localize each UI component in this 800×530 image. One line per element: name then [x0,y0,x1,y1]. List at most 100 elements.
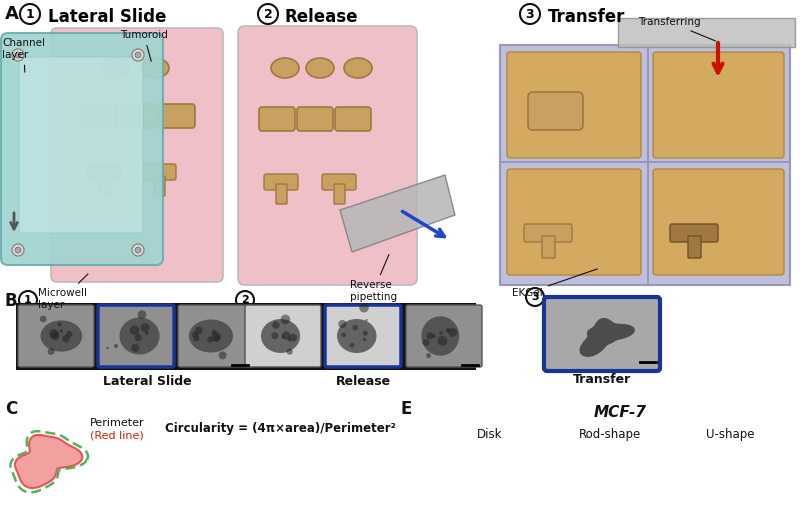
Text: (Red line): (Red line) [90,430,144,440]
Polygon shape [15,435,82,488]
Circle shape [439,331,442,335]
Text: C: C [5,400,18,418]
Text: EKGel: EKGel [512,269,598,298]
Ellipse shape [306,58,334,78]
Circle shape [431,334,435,338]
FancyBboxPatch shape [653,169,784,275]
FancyBboxPatch shape [297,107,333,131]
Circle shape [359,303,369,313]
FancyBboxPatch shape [81,104,117,128]
Circle shape [145,331,149,335]
Circle shape [426,353,431,358]
Polygon shape [500,45,790,285]
FancyBboxPatch shape [238,26,417,285]
Circle shape [352,325,358,330]
Circle shape [138,310,146,319]
FancyBboxPatch shape [98,305,174,367]
FancyBboxPatch shape [121,104,157,128]
Circle shape [271,332,278,339]
Circle shape [62,335,70,342]
Circle shape [272,321,280,329]
Circle shape [135,52,141,58]
Circle shape [132,49,144,61]
FancyBboxPatch shape [51,28,223,282]
Circle shape [130,325,139,335]
FancyBboxPatch shape [544,297,660,371]
FancyBboxPatch shape [1,33,163,265]
Ellipse shape [189,320,233,352]
Circle shape [106,347,109,349]
Circle shape [194,326,202,334]
FancyBboxPatch shape [264,174,298,190]
Circle shape [362,338,366,341]
Circle shape [426,332,434,339]
Polygon shape [340,175,455,252]
Ellipse shape [41,320,82,352]
FancyBboxPatch shape [507,169,641,275]
Circle shape [58,322,62,326]
FancyBboxPatch shape [259,107,295,131]
Circle shape [12,244,24,256]
Circle shape [135,247,141,253]
FancyBboxPatch shape [542,236,555,258]
Circle shape [282,335,285,339]
FancyBboxPatch shape [406,305,482,367]
Circle shape [438,336,447,346]
Circle shape [59,330,63,333]
Polygon shape [55,32,220,278]
Text: Perimeter: Perimeter [90,418,145,428]
Circle shape [338,320,346,328]
Circle shape [448,328,457,337]
Circle shape [131,344,139,352]
Circle shape [49,329,58,339]
FancyBboxPatch shape [18,305,94,367]
FancyBboxPatch shape [142,164,176,180]
Bar [16,303,476,370]
Text: 3: 3 [531,292,539,302]
Ellipse shape [101,58,129,78]
Circle shape [132,244,144,256]
Circle shape [214,335,220,341]
Text: Transfer: Transfer [548,8,626,26]
FancyBboxPatch shape [325,305,401,367]
Circle shape [15,247,21,253]
Circle shape [141,323,150,332]
FancyBboxPatch shape [87,164,121,180]
FancyBboxPatch shape [99,176,110,196]
FancyBboxPatch shape [334,184,345,204]
Text: 2: 2 [264,7,272,21]
Text: A: A [5,5,19,23]
Circle shape [218,351,226,359]
Text: Release: Release [335,375,390,388]
Text: Microwell
layer: Microwell layer [38,274,88,310]
Circle shape [286,349,293,355]
Circle shape [289,333,297,342]
Text: 1: 1 [24,295,32,305]
Text: Lateral Slide: Lateral Slide [102,375,191,388]
Text: Rod-shape: Rod-shape [579,428,641,441]
Polygon shape [618,18,795,47]
Text: MCF-7: MCF-7 [594,405,646,420]
Circle shape [15,52,21,58]
Circle shape [446,328,450,333]
FancyBboxPatch shape [528,92,583,130]
Circle shape [207,337,213,342]
FancyBboxPatch shape [507,52,641,158]
Circle shape [212,330,217,335]
Ellipse shape [422,316,459,356]
FancyBboxPatch shape [670,224,718,242]
Circle shape [366,319,368,322]
FancyBboxPatch shape [154,176,165,196]
Text: Transferring: Transferring [638,17,715,41]
Text: 3: 3 [526,7,534,21]
FancyBboxPatch shape [322,174,356,190]
Text: Tumoroid: Tumoroid [120,30,168,61]
Ellipse shape [119,317,160,355]
Text: E: E [400,400,411,418]
Circle shape [422,339,430,346]
FancyBboxPatch shape [653,52,784,158]
Text: Release: Release [285,8,358,26]
Polygon shape [579,318,635,357]
Text: Disk: Disk [478,428,502,441]
FancyBboxPatch shape [335,107,371,131]
